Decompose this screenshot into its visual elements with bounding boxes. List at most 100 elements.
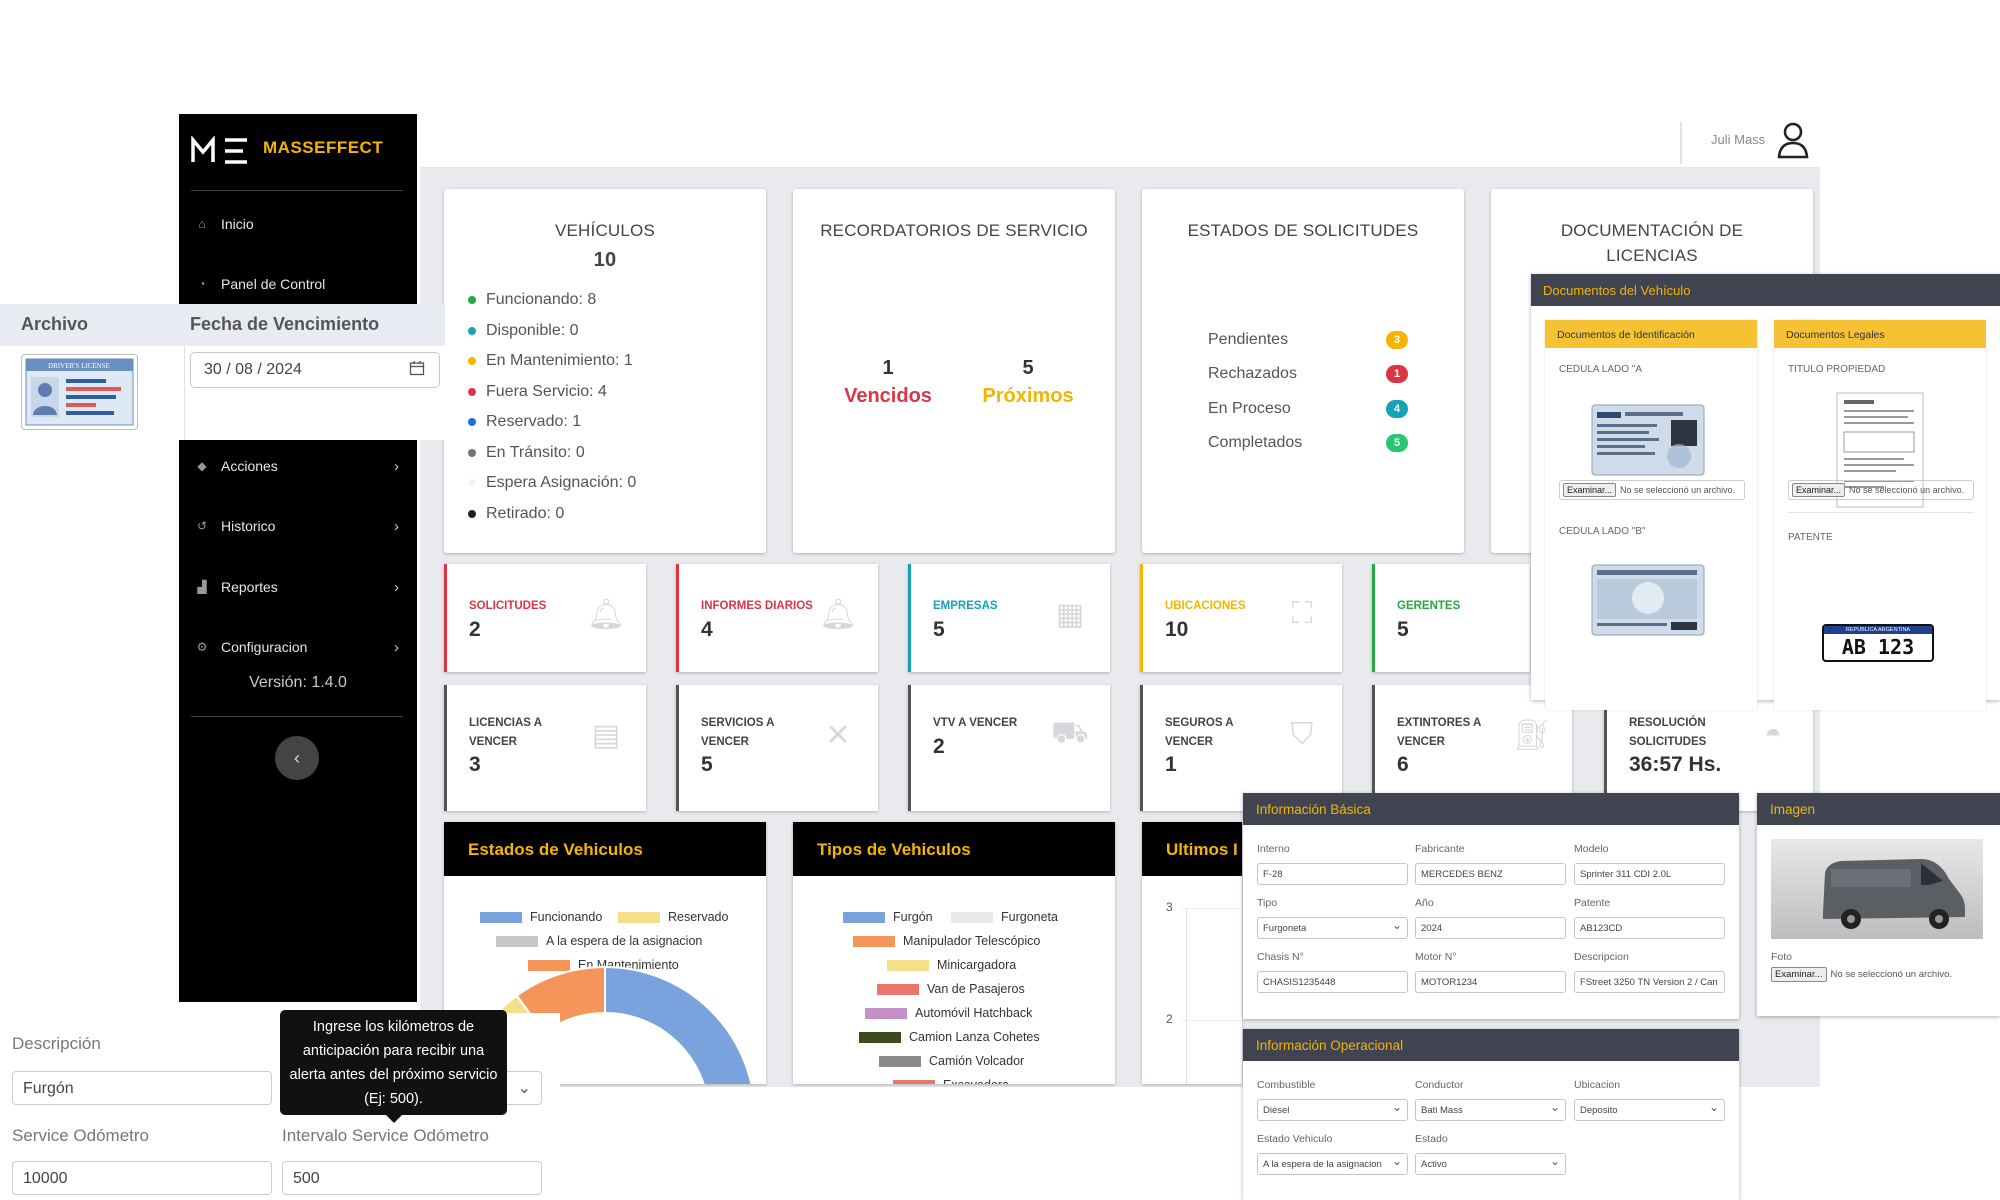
ubicacion-select[interactable]: Deposito — [1574, 1099, 1725, 1121]
stat-vtv-a-vencer[interactable]: VTV A VENCER 2 ⛟ — [908, 685, 1110, 811]
cedula-a-file-input[interactable]: Examinar... No se seleccionó un archivo. — [1559, 480, 1745, 500]
sidebar-item-acciones[interactable]: ◆ Acciones › — [193, 454, 403, 478]
legend-item[interactable]: Minicargadora — [887, 958, 1016, 972]
vehiculos-status-list: Funcionando: 8 Disponible: 0 En Mantenim… — [468, 285, 636, 529]
vehicle-photo[interactable] — [1771, 839, 1983, 939]
calendar-icon[interactable] — [409, 360, 425, 376]
descripcion-input[interactable]: Furgón — [12, 1071, 272, 1105]
foto-file-input[interactable]: Examinar... No se seleccionó un archivo. — [1771, 967, 1952, 982]
examinar-button[interactable]: Examinar... — [1563, 483, 1617, 497]
list-item[interactable]: Completados 5 — [1208, 434, 1408, 452]
legend-swatch — [843, 911, 885, 923]
cedula-b-image[interactable] — [1591, 564, 1705, 636]
titulo-propiedad-image[interactable] — [1836, 392, 1924, 508]
vehiculos-total: 10 — [593, 249, 617, 271]
stat-gerentes[interactable]: GERENTES 5 — [1372, 564, 1530, 672]
legend-label: Funcionando — [530, 910, 603, 924]
stat-informes-diarios[interactable]: INFORMES DIARIOS 4 🔔︎ — [676, 564, 878, 672]
documentos-identificacion-column: Documentos de Identificación CEDULA LADO… — [1545, 320, 1757, 710]
cedula-a-label: CEDULA LADO "A — [1559, 364, 1643, 375]
legend-item[interactable]: A la espera de la asignacion — [496, 934, 702, 948]
list-item: En Mantenimiento: 1 — [468, 346, 636, 377]
legend-item[interactable]: Manipulador Telescópico — [853, 934, 1040, 948]
legend-item[interactable]: Reservado — [618, 910, 728, 924]
examinar-button[interactable]: Examinar... — [1771, 967, 1827, 982]
motor-input[interactable]: MOTOR1234 — [1415, 971, 1566, 993]
service-odometro-input[interactable]: 10000 — [12, 1161, 272, 1195]
status-dot — [468, 387, 476, 396]
vencidos-count: 1 — [882, 357, 894, 379]
legend-item[interactable]: Camion Lanza Cohetes — [859, 1030, 1040, 1044]
anio-input[interactable]: 2024 — [1415, 917, 1566, 939]
legend-item[interactable]: Funcionando — [480, 910, 602, 924]
sidebar-item-panel-de-control[interactable]: ◔ Panel de Control — [193, 272, 403, 296]
tipo-select[interactable]: Furgoneta — [1257, 917, 1408, 939]
estado-select[interactable]: Activo — [1415, 1153, 1566, 1175]
conductor-select[interactable]: Bati Mass — [1415, 1099, 1566, 1121]
list-item[interactable]: Pendientes 3 — [1208, 331, 1408, 349]
user-name[interactable]: Juli Mass — [1711, 132, 1766, 147]
stat-label-line2: SOLICITUDES — [1629, 736, 1707, 748]
fabricante-input[interactable]: MERCEDES BENZ — [1415, 863, 1566, 885]
examinar-button[interactable]: Examinar... — [1792, 483, 1846, 497]
legend-item[interactable]: Furgón — [843, 910, 933, 924]
pie-slice-funcionando[interactable] — [455, 965, 755, 1084]
intervalo-service-label: Intervalo Service Odómetro — [282, 1126, 489, 1145]
stat-value: 2 — [469, 618, 481, 641]
legend-item[interactable]: Furgoneta — [951, 910, 1058, 924]
stat-extintores-a-vencer[interactable]: EXTINTORES A VENCER 6 ⛽︎ — [1372, 685, 1572, 811]
panel-title: Documentos del Vehículo — [1531, 274, 2000, 306]
cedula-a-image[interactable] — [1591, 404, 1705, 476]
interno-input[interactable]: F-28 — [1257, 863, 1408, 885]
legend-item[interactable]: Excavadora — [893, 1078, 1009, 1084]
patente-input[interactable]: AB123CD — [1574, 917, 1725, 939]
tipo-label: Tipo — [1257, 897, 1278, 909]
panel-title: Imagen — [1757, 793, 2000, 825]
license-thumbnail[interactable]: DRIVER'S LICENSE — [21, 354, 138, 430]
fecha-vencimiento-input[interactable]: 30 / 08 / 2024 — [190, 352, 440, 388]
proximos-label[interactable]: Próximos — [982, 385, 1074, 407]
modelo-label: Modelo — [1574, 843, 1609, 855]
intervalo-service-input[interactable]: 500 — [282, 1161, 542, 1195]
table-header: Archivo Fecha de Vencimiento — [0, 304, 445, 346]
descripcion-input[interactable]: FStreet 3250 TN Version 2 / Can — [1574, 971, 1725, 993]
stat-servicios-a-vencer[interactable]: SERVICIOS A VENCER 5 ✕ — [676, 685, 878, 811]
license-plate[interactable]: REPUBLICA ARGENTINA AB 123 CD — [1822, 624, 1934, 662]
stat-seguros-a-vencer[interactable]: SEGUROS A VENCER 1 ⛉ — [1140, 685, 1342, 811]
sidebar-item-configuracion[interactable]: ⚙ Configuracion › — [193, 635, 403, 659]
sidebar-collapse-button[interactable]: ‹ — [275, 736, 319, 780]
chart-icon: ▟ — [197, 580, 207, 594]
titulo-file-input[interactable]: Examinar... No se seleccionó un archivo. — [1788, 480, 1974, 500]
estado-vehiculo-select[interactable]: A la espera de la asignacion — [1257, 1153, 1408, 1175]
sidebar-item-reportes[interactable]: ▟ Reportes › — [193, 575, 403, 599]
legend-item[interactable]: Camión Volcador — [879, 1054, 1024, 1068]
sidebar-item-inicio[interactable]: ⌂ Inicio — [193, 212, 403, 236]
list-item: Retirado: 0 — [468, 499, 636, 530]
sidebar-item-historico[interactable]: ↺ Historico › — [193, 514, 403, 538]
list-item: Disponible: 0 — [468, 316, 636, 347]
stat-ubicaciones[interactable]: UBICACIONES 10 ⛶ — [1140, 564, 1342, 672]
brand-name: MASSEFFECT — [263, 138, 384, 157]
legend-item[interactable]: Van de Pasajeros — [877, 982, 1025, 996]
user-icon[interactable] — [1776, 121, 1810, 159]
count-badge: 3 — [1386, 331, 1408, 349]
legend-item[interactable]: Automóvil Hatchback — [865, 1006, 1032, 1020]
list-item[interactable]: Rechazados 1 — [1208, 365, 1408, 383]
list-item[interactable]: En Proceso 4 — [1208, 400, 1408, 418]
dashboard-icon: ◔ — [198, 277, 206, 291]
legend-label: Manipulador Telescópico — [903, 934, 1041, 948]
card-title: ESTADOS DE SOLICITUDES — [1187, 221, 1419, 240]
combustible-select[interactable]: Diésel — [1257, 1099, 1408, 1121]
stat-solicitudes[interactable]: SOLICITUDES 2 🔔︎ — [444, 564, 646, 672]
legend-label: Furgoneta — [1001, 910, 1058, 924]
bell-icon: 🔔︎ — [586, 597, 626, 631]
stat-licencias-a-vencer[interactable]: LICENCIAS A VENCER 3 ▤ — [444, 685, 646, 811]
imagen-panel: Imagen Foto Examinar... No se seleccionó… — [1757, 793, 2000, 1016]
chasis-input[interactable]: CHASIS1235448 — [1257, 971, 1408, 993]
sidebar-item-label: Reportes — [221, 579, 278, 595]
stat-empresas[interactable]: EMPRESAS 5 ▦ — [908, 564, 1110, 672]
panel-title: Ultimos I — [1142, 822, 1242, 876]
modelo-input[interactable]: Sprinter 311 CDI 2.0L — [1574, 863, 1725, 885]
vencidos-label[interactable]: Vencidos — [844, 385, 932, 407]
informacion-basica-panel: Información Básica Interno F-28 Fabrican… — [1243, 793, 1739, 1019]
